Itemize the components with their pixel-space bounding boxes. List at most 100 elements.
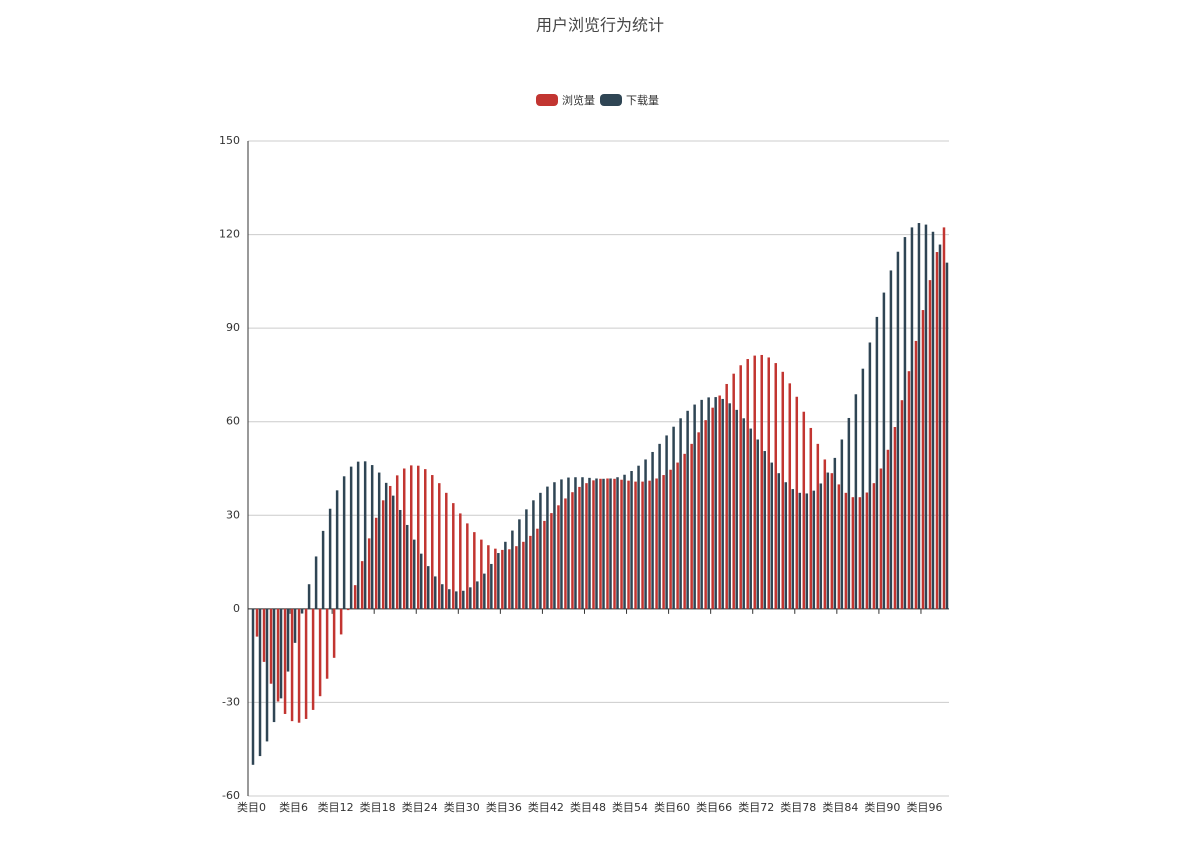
- x-tick-label: 类目24: [402, 800, 438, 814]
- bar: [672, 426, 675, 609]
- bar: [553, 482, 556, 609]
- bar: [921, 310, 925, 609]
- bar: [525, 509, 528, 609]
- bar: [623, 474, 626, 609]
- bar: [328, 508, 332, 609]
- bar: [924, 224, 928, 609]
- bar: [879, 468, 883, 609]
- x-tick-label: 类目0: [237, 800, 266, 814]
- bar: [868, 342, 872, 609]
- bar: [756, 439, 759, 609]
- bar: [469, 587, 472, 609]
- bar: [914, 340, 918, 609]
- bar: [304, 608, 308, 719]
- bar: [279, 608, 283, 699]
- bar: [419, 553, 423, 609]
- bar: [494, 548, 497, 609]
- bar: [889, 270, 893, 609]
- bar: [718, 395, 721, 609]
- bar: [599, 478, 602, 609]
- bar: [627, 480, 630, 609]
- bar: [438, 483, 441, 609]
- bar: [669, 469, 672, 609]
- bar: [679, 418, 682, 609]
- bar: [290, 608, 294, 722]
- y-tick-label: 60: [226, 415, 240, 428]
- bar: [370, 465, 374, 609]
- bar: [283, 608, 287, 714]
- bar: [560, 479, 563, 609]
- bar: [384, 482, 388, 609]
- bar: [634, 481, 637, 609]
- bar: [518, 519, 521, 609]
- x-tick-label: 类目66: [696, 800, 732, 814]
- y-tick-label: -30: [222, 695, 240, 708]
- x-tick-label: 类目42: [528, 800, 564, 814]
- bar: [662, 475, 665, 609]
- bar: [402, 468, 406, 609]
- bar: [546, 486, 549, 609]
- bar: [686, 410, 689, 609]
- bar: [938, 244, 942, 609]
- bar: [620, 479, 623, 609]
- bar: [861, 368, 865, 609]
- bar: [697, 432, 700, 609]
- bar: [459, 513, 462, 609]
- bar: [763, 451, 766, 609]
- bar: [398, 509, 402, 609]
- bar: [770, 462, 773, 609]
- bar: [508, 549, 511, 609]
- bar: [823, 459, 827, 609]
- bar: [865, 492, 869, 609]
- bar: [293, 608, 297, 643]
- x-tick-label: 类目84: [822, 800, 858, 814]
- bar: [735, 409, 738, 609]
- bar: [318, 608, 322, 697]
- bar: [455, 591, 458, 609]
- bar: [588, 477, 591, 609]
- bar: [760, 354, 763, 609]
- bar: [441, 584, 444, 609]
- bar: [300, 608, 304, 614]
- bar: [910, 227, 914, 609]
- bar: [255, 608, 259, 637]
- bar: [342, 476, 346, 609]
- bar: [360, 561, 364, 609]
- bar: [515, 546, 518, 609]
- bar: [434, 576, 437, 609]
- bar: [784, 482, 788, 609]
- x-tick-label: 类目54: [612, 800, 648, 814]
- bar: [314, 556, 318, 609]
- bar: [816, 443, 820, 609]
- bar: [466, 523, 469, 609]
- bar: [462, 590, 465, 609]
- bar: [802, 411, 806, 609]
- bar: [746, 359, 749, 609]
- bar: [781, 371, 785, 609]
- bar: [928, 280, 932, 609]
- y-tick-label: 150: [219, 134, 240, 147]
- bar: [882, 292, 886, 609]
- bar: [585, 483, 588, 609]
- bar: [424, 469, 427, 609]
- x-tick-label: 类目78: [780, 800, 816, 814]
- bar: [335, 490, 339, 609]
- bar: [529, 535, 532, 609]
- bar: [571, 492, 574, 609]
- bar: [416, 465, 420, 609]
- bar: [812, 490, 816, 609]
- x-tick-label: 类目18: [360, 800, 396, 814]
- bar: [476, 581, 479, 609]
- bar: [377, 472, 381, 609]
- bar: [311, 608, 315, 710]
- bar: [581, 477, 584, 609]
- bar: [854, 394, 858, 609]
- y-tick-label: 0: [233, 602, 240, 615]
- bar: [725, 383, 728, 609]
- bar: [388, 485, 392, 609]
- bar: [693, 404, 696, 609]
- bar: [641, 481, 644, 609]
- bar: [704, 420, 707, 609]
- bar: [609, 478, 612, 609]
